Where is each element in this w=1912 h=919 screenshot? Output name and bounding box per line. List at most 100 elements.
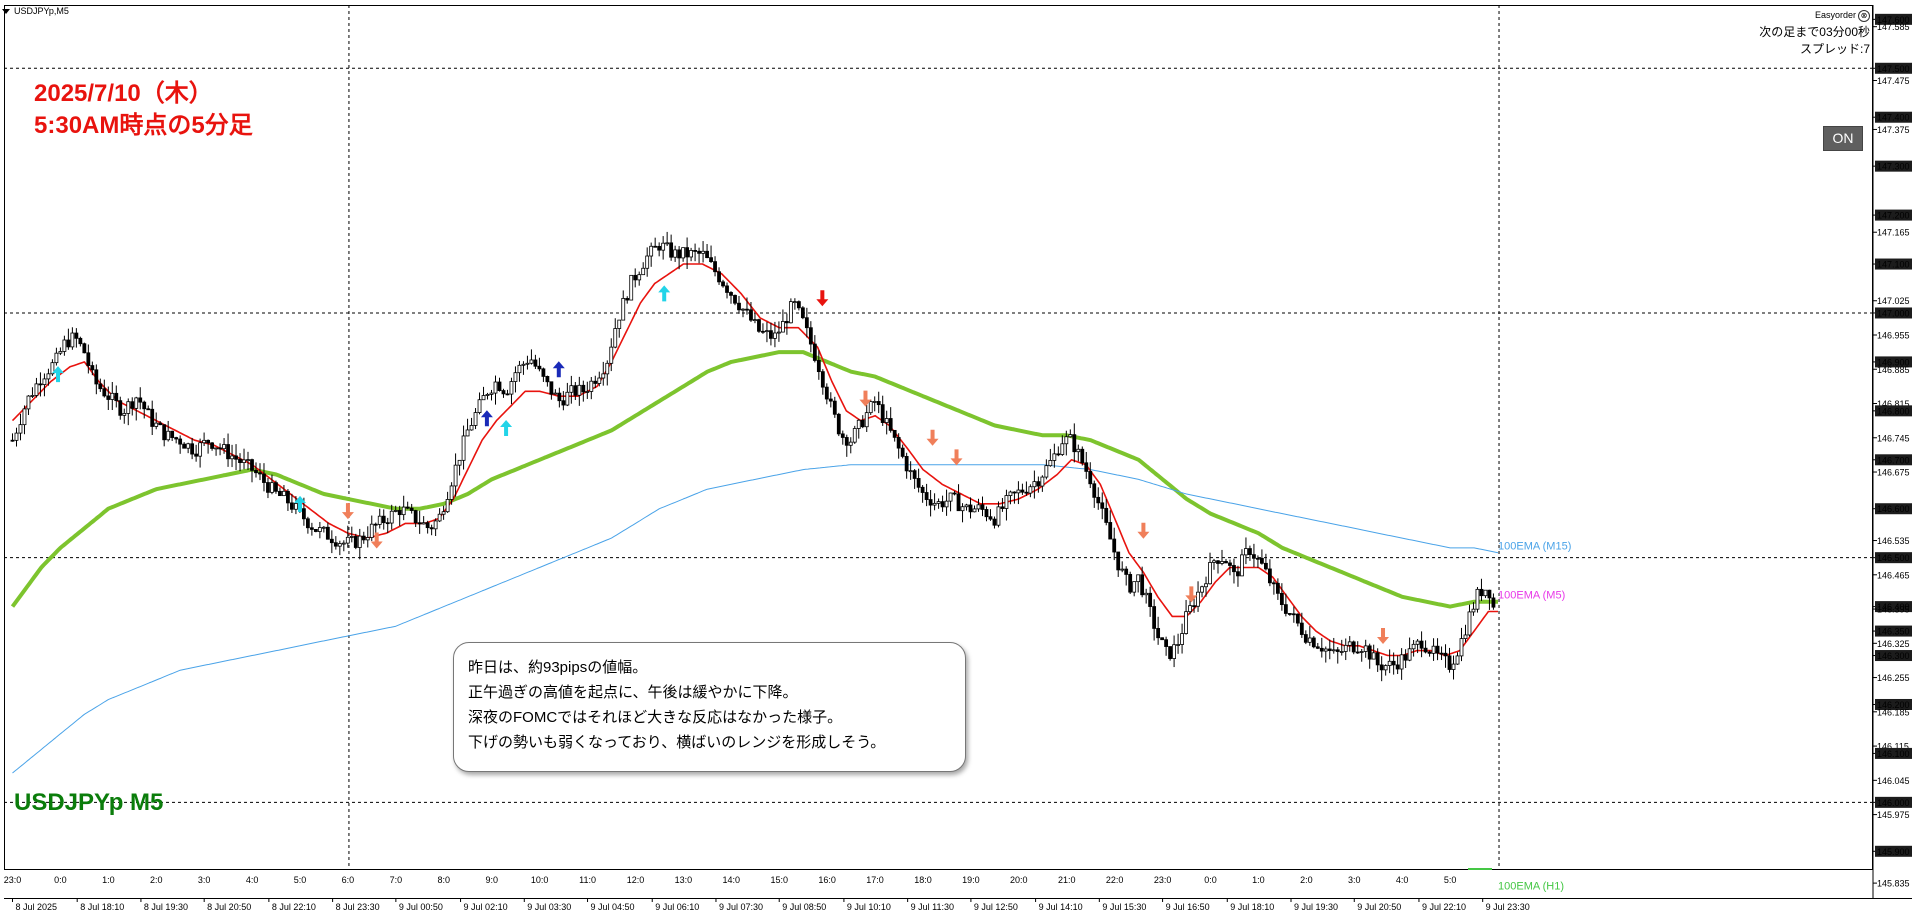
candle-body [66, 339, 71, 348]
candle-body [1256, 557, 1260, 560]
candle-body [924, 492, 929, 500]
candle-body [1152, 606, 1157, 629]
candle-body [693, 250, 697, 252]
candle-body [1315, 646, 1320, 649]
candle-body [337, 543, 342, 547]
candle-body [1088, 471, 1093, 485]
dashed-levels-and-separators [4, 5, 1873, 869]
y-tick-highlight [1875, 356, 1912, 368]
session-hour-label: 18:0 [914, 875, 932, 885]
candle-body [154, 422, 159, 427]
candle-body [317, 527, 322, 532]
candle-body [657, 245, 662, 251]
x-tick-label: 8 Jul 18:10 [80, 902, 124, 912]
candle-body [1303, 634, 1308, 643]
candle-body [238, 458, 242, 463]
candle-body [353, 536, 358, 548]
candle-body [1136, 574, 1141, 583]
candle-body [625, 298, 630, 301]
candle-body [274, 482, 278, 492]
candle-body [126, 401, 131, 414]
y-tick-label: 147.300 [1877, 162, 1910, 172]
candle-body [38, 383, 43, 386]
close-icon[interactable]: ⊗ [1858, 10, 1870, 22]
candle-body [441, 511, 446, 515]
candle-body [1439, 652, 1444, 655]
candle-body [206, 439, 210, 444]
candle-body [1220, 561, 1224, 564]
session-hour-label: 23:0 [4, 875, 22, 885]
candle-body [597, 377, 602, 384]
y-tick-label: 146.500 [1877, 553, 1910, 563]
session-hour-label: 9:0 [485, 875, 498, 885]
candle-body [309, 527, 314, 530]
candle-body [146, 408, 151, 411]
ema-label: 100EMA (M15) [1498, 540, 1571, 552]
candle-body [50, 362, 55, 375]
candle-body [904, 456, 909, 472]
candle-body [477, 399, 482, 413]
candle-body [425, 522, 430, 529]
candle-body [745, 308, 749, 311]
y-tick-label: 146.955 [1877, 330, 1910, 340]
arrow-down-icon [1185, 586, 1198, 603]
candle-body [202, 439, 207, 444]
candle-body [381, 515, 386, 524]
dropdown-caret-icon[interactable] [2, 9, 10, 15]
x-tick-label: 9 Jul 00:50 [399, 902, 443, 912]
candle-body [816, 360, 821, 373]
candle-body [90, 365, 95, 371]
candle-body [1415, 640, 1420, 645]
candle-body [134, 397, 139, 409]
candle-body [964, 504, 969, 508]
y-tick-label: 146.045 [1877, 776, 1910, 786]
session-hour-label: 23:0 [1154, 875, 1172, 885]
candle-body [1339, 651, 1344, 653]
on-toggle-button[interactable]: ON [1823, 126, 1863, 151]
y-tick-label: 146.885 [1877, 365, 1910, 375]
candle-body [1016, 489, 1021, 494]
symbol-header[interactable]: USDJPYp,M5 [2, 6, 69, 16]
candle-body [1180, 633, 1184, 645]
session-hour-label: 16:0 [818, 875, 836, 885]
candle-body [1395, 664, 1400, 670]
candle-body [286, 490, 290, 504]
y-tick-highlight [1875, 62, 1912, 74]
session-hour-label: 22:0 [1106, 875, 1124, 885]
candle-body [681, 247, 686, 259]
candle-body [713, 261, 717, 273]
candle-body [996, 506, 1001, 526]
x-tick-label: 9 Jul 19:30 [1294, 902, 1338, 912]
session-hour-label: 2:0 [1300, 875, 1313, 885]
candle-body [373, 523, 378, 526]
candle-body [641, 267, 646, 276]
time-axis[interactable]: 23:0 0:0 1:0 2:0 3:0 4:0 5:0 6:0 7:0 8:0 9:0 10:0 11… [4, 875, 1530, 912]
candle-body [649, 245, 654, 257]
comment-line: 深夜のFOMCではそれほど大きな反応はなかった様子。 [468, 709, 843, 726]
candle-body [1072, 434, 1077, 453]
session-hour-label: 6:0 [342, 875, 355, 885]
candle-body [537, 365, 542, 370]
arrow-up-icon [552, 361, 565, 378]
candle-body [1291, 613, 1296, 616]
candle-body [445, 499, 450, 513]
candle-body [1487, 589, 1492, 599]
candle-body [769, 330, 773, 339]
candle-body [102, 388, 107, 397]
x-tick-label: 8 Jul 23:30 [336, 902, 380, 912]
candle-body [589, 380, 594, 392]
candle-body [194, 453, 199, 457]
candle-body [1267, 568, 1272, 584]
candle-body [1483, 589, 1488, 597]
candle-body [864, 412, 869, 428]
candle-body [1299, 622, 1304, 635]
candle-body [1056, 453, 1061, 456]
session-hour-label: 10:0 [531, 875, 549, 885]
candle-body [729, 292, 733, 296]
session-hour-label: 4:0 [246, 875, 259, 885]
candle-body [501, 390, 506, 395]
candle-body [14, 432, 19, 441]
arrow-down-icon [341, 503, 354, 520]
